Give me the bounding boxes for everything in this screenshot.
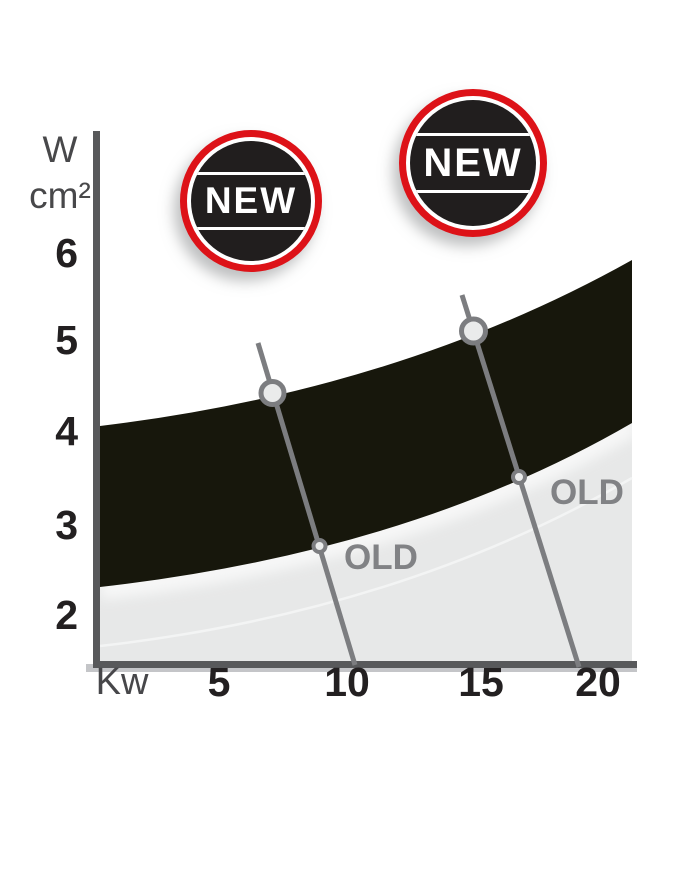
y-tick-6: 6 (55, 230, 78, 276)
y-tick-3: 3 (55, 502, 78, 548)
new-badge-right: NEW (399, 89, 547, 237)
x-tick-20: 20 (575, 659, 621, 705)
new-badge-right-label: NEW (423, 140, 523, 185)
badge-rule-line (191, 227, 311, 230)
x-axis-line (93, 661, 637, 668)
new-badge-left-label: NEW (204, 180, 298, 221)
y-axis-line (93, 131, 100, 668)
old-marker-left-circle (311, 538, 328, 554)
y-tick-5: 5 (55, 317, 78, 363)
x-tick-10: 10 (324, 659, 370, 705)
new-marker-left-circle (258, 379, 287, 407)
y-axis-unit-bottom: cm² (29, 175, 91, 216)
new-badge-left-disc: NEW (191, 141, 311, 261)
y-axis-unit-top: W (42, 129, 78, 170)
new-band-area (100, 260, 632, 587)
old-annotation-left: OLD (344, 538, 418, 577)
badge-rule-line (410, 133, 536, 136)
badge-rule-line (410, 190, 536, 193)
y-tick-4: 4 (55, 408, 78, 454)
x-tick-5: 5 (207, 659, 231, 705)
old-marker-right-circle (511, 469, 527, 485)
new-badge-right-disc: NEW (410, 100, 536, 226)
old-annotation-right: OLD (550, 473, 624, 512)
new-badge-left: NEW (180, 130, 322, 272)
y-tick-2: 2 (55, 592, 78, 638)
badge-rule-line (191, 172, 311, 175)
x-tick-15: 15 (458, 659, 504, 705)
new-marker-right-circle (459, 316, 488, 346)
faint-contour-line (99, 476, 633, 648)
x-axis-unit: Kw (95, 661, 149, 703)
